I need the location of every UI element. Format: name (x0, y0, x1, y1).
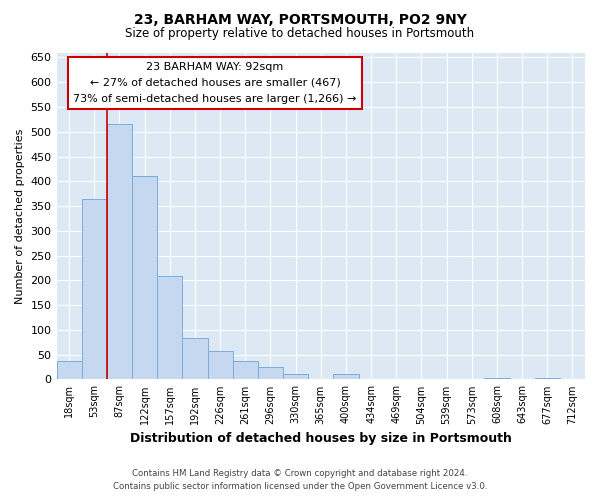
Bar (208, 351, 233, 380)
Text: Size of property relative to detached houses in Portsmouth: Size of property relative to detached ho… (125, 28, 475, 40)
Bar (258, 367, 283, 380)
Bar (182, 338, 208, 380)
Text: 23 BARHAM WAY: 92sqm
← 27% of detached houses are smaller (467)
73% of semi-deta: 23 BARHAM WAY: 92sqm ← 27% of detached h… (73, 62, 357, 104)
Bar (334, 374, 359, 380)
Bar (484, 378, 509, 380)
Y-axis label: Number of detached properties: Number of detached properties (15, 128, 25, 304)
X-axis label: Distribution of detached houses by size in Portsmouth: Distribution of detached houses by size … (130, 432, 512, 445)
Text: Contains HM Land Registry data © Crown copyright and database right 2024.
Contai: Contains HM Land Registry data © Crown c… (113, 469, 487, 491)
Bar (157, 276, 182, 380)
Bar (56, 360, 82, 380)
Bar (283, 374, 308, 380)
Bar (107, 124, 132, 380)
Bar (233, 361, 258, 380)
Bar (82, 198, 107, 380)
Bar (132, 176, 157, 380)
Text: 23, BARHAM WAY, PORTSMOUTH, PO2 9NY: 23, BARHAM WAY, PORTSMOUTH, PO2 9NY (134, 12, 466, 26)
Bar (535, 378, 560, 380)
